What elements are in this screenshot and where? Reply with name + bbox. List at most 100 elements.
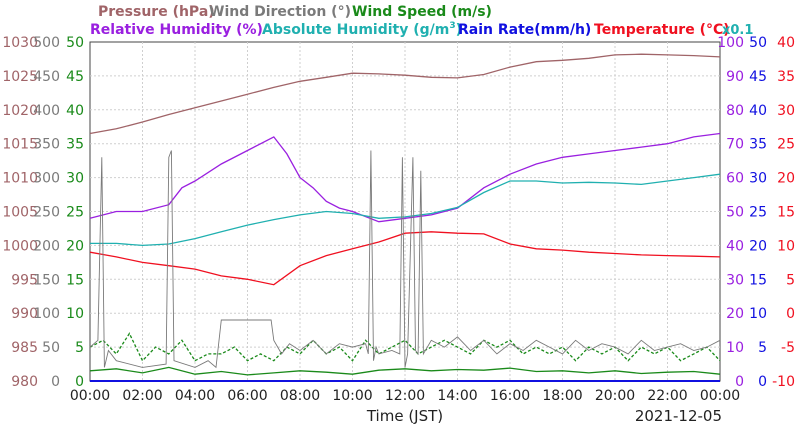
y-tick-label-wind-dir: 350	[33, 137, 60, 153]
y-tick-label-humidity: 20	[726, 306, 744, 322]
y-tick-label-humidity: 30	[726, 272, 744, 288]
y-tick-label-wind-dir: 250	[33, 205, 60, 221]
y-tick-label-humidity: 60	[726, 171, 744, 187]
y-tick-label-pressure: 1020	[2, 103, 38, 119]
y-tick-label-temp: 10	[777, 238, 795, 254]
date-label: 2021-12-05	[635, 407, 722, 425]
y-tick-label-humidity: 100	[717, 35, 744, 51]
y-tick-label-wind-speed: 20	[66, 238, 84, 254]
series-temperature-c	[89, 231, 721, 286]
x-tick-label: 00:00	[70, 388, 110, 404]
y-tick-label-pressure: 980	[11, 374, 38, 390]
y-tick-label-wind-speed: 50	[66, 35, 84, 51]
y-tick-label-wind-dir: 200	[33, 238, 60, 254]
y-tick-label-temp: -10	[772, 374, 795, 390]
y-tick-label-rain: 50	[749, 35, 767, 51]
series-absolute-humidity	[90, 173, 721, 247]
x-tick-label: 12:00	[385, 388, 425, 404]
y-tick-label-humidity: 0	[735, 374, 744, 390]
y-tick-label-wind-dir: 500	[33, 35, 60, 51]
y-tick-label-rain: 15	[749, 272, 767, 288]
y-tick-label-pressure: 995	[11, 272, 38, 288]
y-tick-label-pressure: 1000	[2, 238, 38, 254]
y-tick-label-pressure: 1025	[2, 69, 38, 85]
y-tick-label-wind-speed: 25	[66, 205, 84, 221]
y-tick-label-wind-dir: 300	[33, 171, 60, 187]
x-tick-label: 14:00	[437, 388, 477, 404]
y-tick-label-humidity: 90	[726, 69, 744, 85]
y-tick-label-humidity: 50	[726, 205, 744, 221]
series-relative-humidity	[89, 132, 721, 223]
y-tick-label-wind-dir: 150	[33, 272, 60, 288]
y-tick-label-temp: 20	[777, 171, 795, 187]
y-tick-label-pressure: 985	[11, 340, 38, 356]
y-tick-label-wind-speed: 0	[75, 374, 84, 390]
legend-rain-rate: Rain Rate(mm/h)	[458, 22, 591, 38]
y-tick-label-wind-dir: 0	[51, 374, 60, 390]
series-wind-speed-avg-m-s	[89, 366, 721, 376]
x-tick-label: 16:00	[490, 388, 530, 404]
y-tick-label-rain: 5	[758, 340, 767, 356]
y-tick-label-wind-speed: 40	[66, 103, 84, 119]
series-layer	[89, 53, 721, 382]
y-tick-label-temp: 0	[786, 306, 795, 322]
legend-absolute-humidity-sup: 3	[449, 21, 455, 31]
y-tick-label-temp: 35	[777, 69, 795, 85]
x-tick-label: 18:00	[542, 388, 582, 404]
y-tick-label-wind-speed: 45	[66, 69, 84, 85]
y-tick-label-humidity: 40	[726, 238, 744, 254]
x-tick-label: 04:00	[175, 388, 215, 404]
y-tick-label-temp: 40	[777, 35, 795, 51]
y-tick-label-wind-speed: 5	[75, 340, 84, 356]
y-tick-label-rain: 40	[749, 103, 767, 119]
x-axis-label: Time (JST)	[366, 407, 443, 425]
y-tick-label-humidity: 70	[726, 137, 744, 153]
y-tick-label-wind-speed: 30	[66, 171, 84, 187]
legend-pressure: Pressure (hPa)	[98, 4, 215, 20]
x-tick-label: 20:00	[595, 388, 635, 404]
x-tick-label: 06:00	[227, 388, 267, 404]
y-tick-label-pressure: 1015	[2, 137, 38, 153]
y-tick-label-rain: 30	[749, 171, 767, 187]
y-tick-label-wind-speed: 10	[66, 306, 84, 322]
y-tick-label-wind-dir: 50	[42, 340, 60, 356]
y-tick-label-humidity: 80	[726, 103, 744, 119]
legend-wind-speed: Wind Speed (m/s)	[352, 4, 492, 20]
y-tick-label-temp: 15	[777, 205, 795, 221]
y-tick-label-rain: 35	[749, 137, 767, 153]
x-tick-label: 22:00	[647, 388, 687, 404]
y-tick-label-wind-dir: 100	[33, 306, 60, 322]
y-tick-label-wind-dir: 450	[33, 69, 60, 85]
y-tick-label-temp: -5	[781, 340, 795, 356]
y-tick-label-wind-speed: 35	[66, 137, 84, 153]
y-tick-label-wind-speed: 15	[66, 272, 84, 288]
y-tick-label-pressure: 1005	[2, 205, 38, 221]
x-tick-label: 02:00	[122, 388, 162, 404]
y-tick-label-temp: 25	[777, 137, 795, 153]
legend-x01: x0.1	[722, 23, 753, 38]
y-tick-label-pressure: 990	[11, 306, 38, 322]
x-tick-label: 00:00	[700, 388, 740, 404]
y-tick-label-rain: 10	[749, 306, 767, 322]
y-tick-label-temp: 30	[777, 103, 795, 119]
y-tick-label-rain: 25	[749, 205, 767, 221]
y-tick-label-rain: 20	[749, 238, 767, 254]
y-tick-label-wind-dir: 400	[33, 103, 60, 119]
x-tick-label: 08:00	[280, 388, 320, 404]
y-tick-label-temp: 5	[786, 272, 795, 288]
grid	[90, 42, 720, 381]
series-wind-direction	[89, 150, 721, 369]
legend-temperature: Temperature (°C)	[594, 22, 730, 38]
y-tick-label-pressure: 1010	[2, 171, 38, 187]
legend-absolute-humidity: Absolute Humidity (g/m3)	[262, 21, 462, 38]
legend-wind-direction: Wind Direction (°)	[209, 4, 351, 20]
series-pressure-hpa	[89, 53, 721, 135]
y-tick-label-pressure: 1030	[2, 35, 38, 51]
y-tick-label-rain: 45	[749, 69, 767, 85]
y-tick-label-rain: 0	[758, 374, 767, 390]
x-tick-label: 10:00	[332, 388, 372, 404]
y-tick-label-humidity: 10	[726, 340, 744, 356]
axes: 00:00 02:00 04:00 06:00 08:00 10:00 12:00 14:00…	[2, 35, 795, 404]
legend-relative-humidity: Relative Humidity (%)	[90, 22, 263, 38]
